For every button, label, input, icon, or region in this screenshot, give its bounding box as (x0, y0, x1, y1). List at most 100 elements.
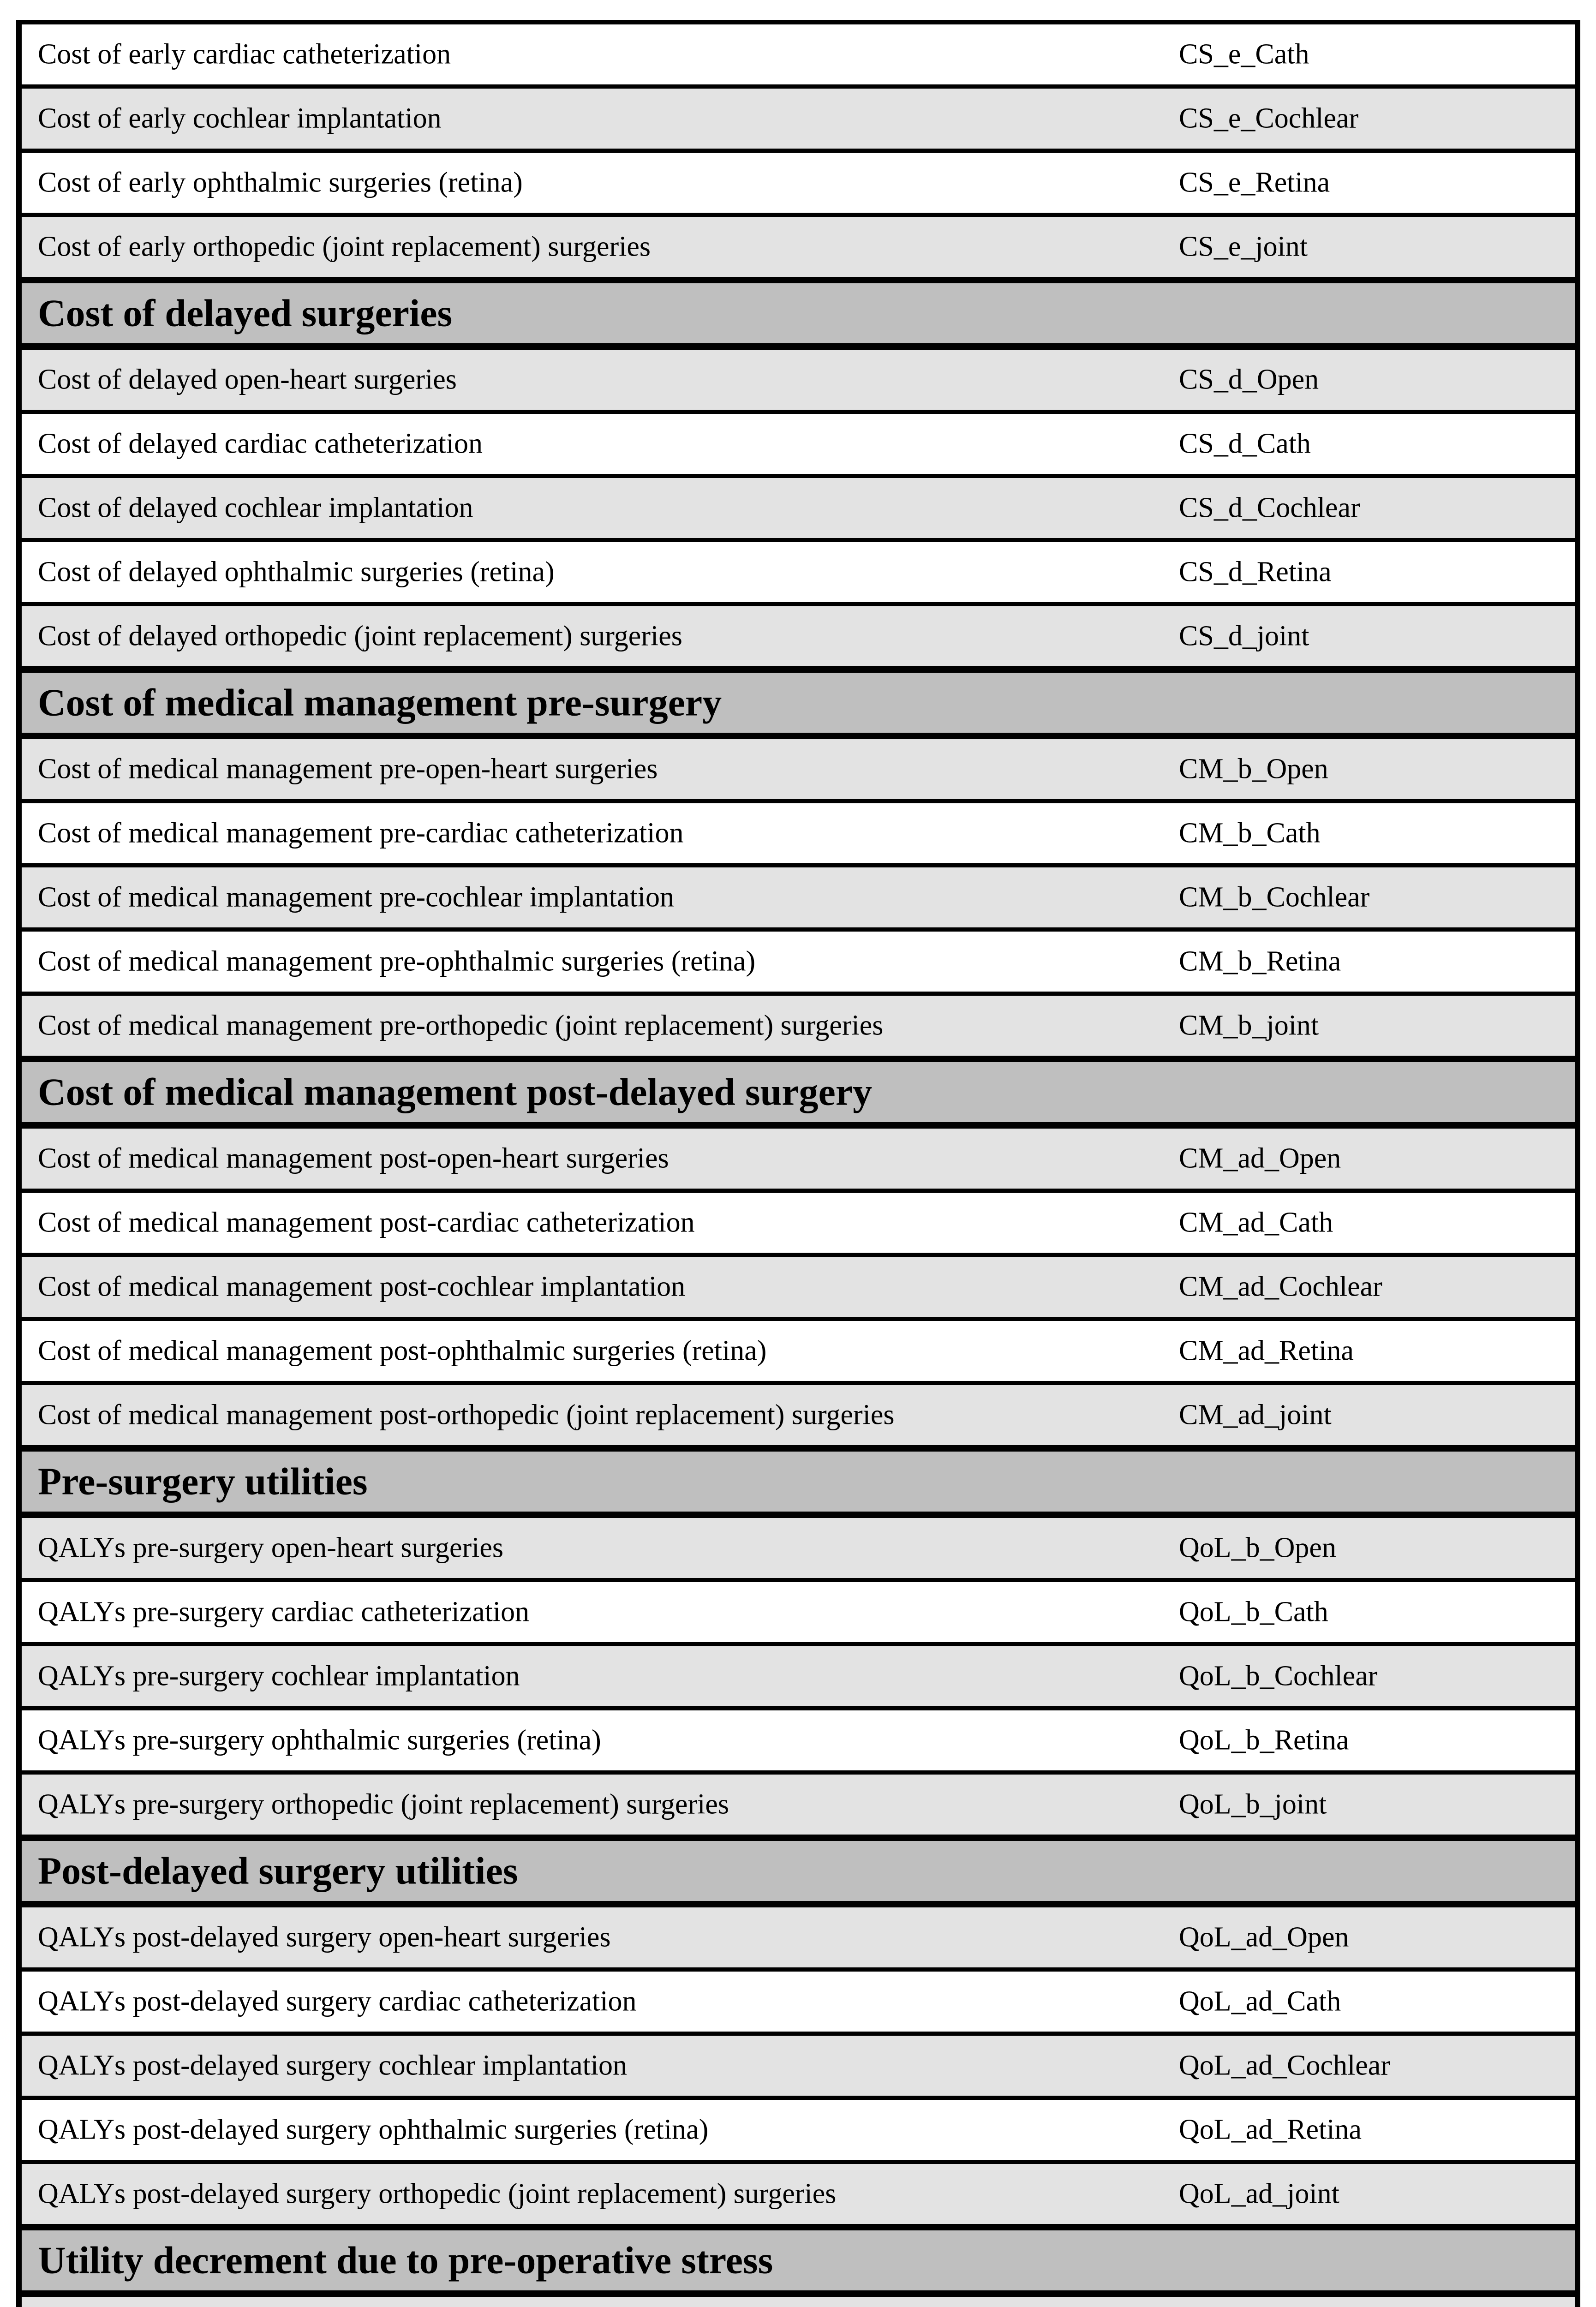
row-code: QoL_b_Open (1179, 1532, 1336, 1564)
table-row: Cost of medical management pre-open-hear… (22, 739, 1575, 803)
row-description: Cost of delayed cochlear implantation (38, 492, 473, 524)
row-description: Cost of medical management post-orthoped… (38, 1399, 895, 1431)
table-row: QALYs pre-surgery cardiac catheterizatio… (22, 1582, 1575, 1646)
row-code: CM_ad_Open (1179, 1142, 1341, 1174)
table-row: QALYs post-delayed surgery cochlear impl… (22, 2036, 1575, 2100)
row-code: QoL_ad_Cath (1179, 1985, 1341, 2017)
section-title: Post-delayed surgery utilities (38, 1849, 518, 1893)
row-code: QoL_ad_joint (1179, 2178, 1339, 2210)
row-description: Cost of early orthopedic (joint replacem… (38, 231, 651, 263)
table-row: Cost of medical management post-ophthalm… (22, 1321, 1575, 1385)
row-code: CM_ad_Cath (1179, 1207, 1333, 1238)
row-description: Cost of medical management post-open-hea… (38, 1142, 669, 1174)
row-description: QALYs post-delayed surgery cochlear impl… (38, 2050, 628, 2081)
row-code: CS_d_joint (1179, 620, 1309, 652)
section-header-row: Cost of medical management pre-surgery (22, 670, 1575, 739)
row-description: QALYs post-delayed surgery open-heart su… (38, 1921, 611, 1953)
row-description: QALYs post-delayed surgery cardiac cathe… (38, 1985, 637, 2017)
row-description: Cost of medical management pre-cochlear … (38, 881, 674, 913)
section-header-row: Pre-surgery utilities (22, 1449, 1575, 1518)
table-row: Cost of early cochlear implantation CS_e… (22, 89, 1575, 153)
row-code: CS_e_Cath (1179, 38, 1309, 70)
row-description: Cost of early cardiac catheterization (38, 38, 451, 70)
section-header-row: Cost of medical management post-delayed … (22, 1060, 1575, 1129)
row-description: Cost of delayed ophthalmic surgeries (re… (38, 556, 555, 588)
row-code: CS_d_Cochlear (1179, 492, 1360, 524)
row-description: QALYs pre-surgery ophthalmic surgeries (… (38, 1724, 601, 1756)
section-title: Cost of medical management post-delayed … (38, 1070, 873, 1114)
table-row: Cost of early ophthalmic surgeries (reti… (22, 153, 1575, 217)
table-row: Cost of delayed open-heart surgeries CS_… (22, 350, 1575, 414)
table-row: Cost of medical management post-cochlear… (22, 1257, 1575, 1321)
row-code: CS_e_Cochlear (1179, 102, 1359, 134)
row-description: Cost of medical management pre-cardiac c… (38, 817, 684, 849)
section-title: Cost of delayed surgeries (38, 292, 453, 335)
row-code: QoL_b_joint (1179, 1788, 1327, 1820)
parameter-table: Cost of early cardiac catheterization CS… (16, 20, 1580, 2307)
row-description: Cost of medical management post-ophthalm… (38, 1335, 767, 1367)
row-code: QoL_b_Retina (1179, 1724, 1349, 1756)
table-row: Cost of medical management post-orthoped… (22, 1385, 1575, 1449)
row-code: QoL_ad_Retina (1179, 2114, 1362, 2146)
table-row: Cost of medical management pre-cardiac c… (22, 803, 1575, 867)
row-code: CS_e_Retina (1179, 167, 1330, 198)
section-header-row: Cost of delayed surgeries (22, 281, 1575, 350)
section-header-row: Utility decrement due to pre-operative s… (22, 2228, 1575, 2297)
row-code: CM_ad_Cochlear (1179, 1271, 1382, 1303)
table-row: Cost of early orthopedic (joint replacem… (22, 217, 1575, 281)
table-row: Cost of medical management pre-cochlear … (22, 867, 1575, 932)
table-row: QALYs pre-surgery open-heart surgeries Q… (22, 1518, 1575, 1582)
table-row: Cost of delayed orthopedic (joint replac… (22, 606, 1575, 670)
row-code: CM_b_Open (1179, 753, 1328, 785)
row-code: QoL_ad_Cochlear (1179, 2050, 1390, 2081)
row-description: QALYs pre-surgery open-heart surgeries (38, 1532, 504, 1564)
row-code: CM_b_Cochlear (1179, 881, 1370, 913)
table-row: Cost of delayed cardiac catheterization … (22, 414, 1575, 478)
row-code: CM_b_Retina (1179, 945, 1341, 977)
row-code: CS_d_Retina (1179, 556, 1332, 588)
table-row: QALYs post-delayed surgery cardiac cathe… (22, 1972, 1575, 2036)
table-row: Cost of early cardiac catheterization CS… (22, 24, 1575, 89)
section-header-row: Post-delayed surgery utilities (22, 1839, 1575, 1907)
table-row: QALYs pre-surgery orthopedic (joint repl… (22, 1775, 1575, 1839)
row-description: Cost of medical management pre-ophthalmi… (38, 945, 756, 977)
section-title: Utility decrement due to pre-operative s… (38, 2239, 773, 2282)
row-code: CM_b_Cath (1179, 817, 1321, 849)
row-code: CM_ad_Retina (1179, 1335, 1354, 1367)
row-description: QALYs pre-surgery cardiac catheterizatio… (38, 1596, 530, 1628)
table-row: QALYs post-delayed surgery ophthalmic su… (22, 2100, 1575, 2164)
row-description: Cost of medical management pre-orthopedi… (38, 1010, 884, 1041)
row-code: CM_ad_joint (1179, 1399, 1332, 1431)
row-description: Cost of early cochlear implantation (38, 102, 442, 134)
table-row: Cost of delayed cochlear implantation CS… (22, 478, 1575, 542)
section-title: Cost of medical management pre-surgery (38, 681, 722, 724)
row-code: CS_e_joint (1179, 231, 1308, 263)
row-code: CS_d_Open (1179, 364, 1319, 395)
table-row: QALYs pre-surgery ophthalmic surgeries (… (22, 1710, 1575, 1775)
row-description: QALYs pre-surgery cochlear implantation (38, 1660, 520, 1692)
row-description: Cost of medical management post-cochlear… (38, 1271, 686, 1303)
row-code: QoL_b_Cochlear (1179, 1660, 1378, 1692)
table-row: Cost of delayed ophthalmic surgeries (re… (22, 542, 1575, 606)
table-row: Cost of medical management post-cardiac … (22, 1193, 1575, 1257)
table-row: Utility decrement open-heart surgeries U… (22, 2297, 1575, 2307)
row-code: CS_d_Cath (1179, 428, 1311, 460)
section-title: Pre-surgery utilities (38, 1460, 368, 1503)
table-row: Cost of medical management pre-orthopedi… (22, 996, 1575, 1060)
table-row: QALYs post-delayed surgery orthopedic (j… (22, 2164, 1575, 2228)
row-description: QALYs post-delayed surgery orthopedic (j… (38, 2178, 837, 2210)
row-description: Cost of early ophthalmic surgeries (reti… (38, 167, 523, 198)
row-description: Cost of delayed orthopedic (joint replac… (38, 620, 682, 652)
row-code: CM_b_joint (1179, 1010, 1319, 1041)
row-description: QALYs post-delayed surgery ophthalmic su… (38, 2114, 709, 2146)
table-row: Cost of medical management post-open-hea… (22, 1129, 1575, 1193)
row-description: QALYs pre-surgery orthopedic (joint repl… (38, 1788, 729, 1820)
table-body: Cost of early cardiac catheterization CS… (22, 24, 1575, 2307)
row-description: Cost of delayed open-heart surgeries (38, 364, 457, 395)
table-row: QALYs post-delayed surgery open-heart su… (22, 1907, 1575, 1972)
row-description: Cost of medical management post-cardiac … (38, 1207, 695, 1238)
row-code: QoL_b_Cath (1179, 1596, 1328, 1628)
table-row: QALYs pre-surgery cochlear implantation … (22, 1646, 1575, 1710)
row-code: QoL_ad_Open (1179, 1921, 1349, 1953)
